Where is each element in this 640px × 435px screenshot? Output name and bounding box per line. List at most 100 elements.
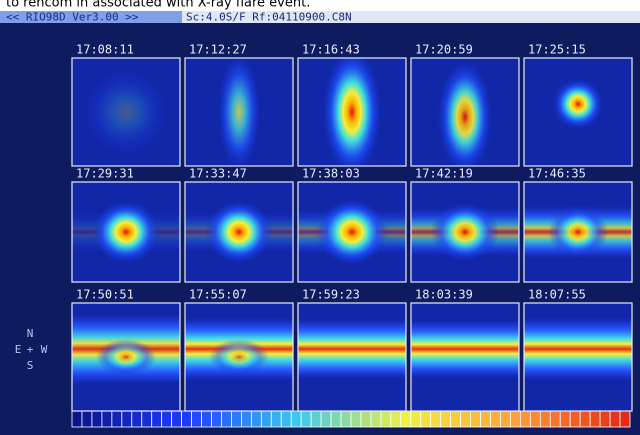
scale-cell bbox=[549, 410, 561, 428]
blob bbox=[96, 339, 156, 375]
scale-cell bbox=[609, 410, 621, 428]
scale-cell bbox=[599, 410, 611, 428]
panel-frame bbox=[297, 302, 407, 412]
compass-center: + bbox=[27, 343, 34, 356]
band bbox=[524, 318, 632, 380]
scale-cell bbox=[211, 410, 222, 428]
scale-cell bbox=[171, 410, 183, 428]
panel-time: 17:20:59 bbox=[415, 43, 473, 57]
panel-time: 17:59:23 bbox=[302, 288, 360, 302]
heatmap-panel bbox=[524, 58, 632, 166]
panel-frame bbox=[523, 57, 633, 167]
scale-cell bbox=[380, 410, 392, 428]
heatmap-panel bbox=[298, 58, 406, 166]
compass-n: N bbox=[27, 327, 34, 340]
header-title: << RIO98D Ver3.00 >> bbox=[6, 11, 139, 24]
panel-frame bbox=[71, 181, 181, 283]
blob bbox=[81, 67, 171, 157]
scale-cell bbox=[619, 410, 631, 428]
scale-cell bbox=[250, 410, 262, 428]
panel-time: 18:07:55 bbox=[528, 288, 586, 302]
scale-cell bbox=[101, 410, 113, 428]
scale-cell bbox=[470, 410, 481, 428]
blob bbox=[548, 206, 608, 258]
scale-cell bbox=[71, 410, 83, 428]
panel-frame bbox=[523, 302, 633, 412]
scale-cell bbox=[539, 410, 551, 428]
scale-cell bbox=[559, 410, 571, 428]
scale-cell bbox=[111, 410, 123, 428]
scale-cell bbox=[201, 410, 212, 428]
blob bbox=[217, 58, 261, 166]
scale-cell bbox=[569, 410, 581, 428]
compass-w: W bbox=[41, 343, 48, 356]
scale-cell bbox=[510, 410, 521, 428]
heatmap-panel bbox=[185, 303, 293, 411]
panel-time: 17:50:51 bbox=[76, 288, 134, 302]
panel-time: 17:46:35 bbox=[528, 167, 586, 181]
scale-cell bbox=[490, 410, 501, 428]
panel-time: 17:16:43 bbox=[302, 43, 360, 57]
panel-frame bbox=[410, 302, 520, 412]
scale-cell bbox=[529, 410, 541, 428]
header-info: Sc:4.0S/F Rf:04110900.C8N bbox=[186, 11, 352, 24]
blob bbox=[552, 78, 604, 130]
scale-cell bbox=[121, 410, 133, 428]
scale-cell bbox=[141, 410, 153, 428]
panel-time: 17:08:11 bbox=[76, 43, 134, 57]
panel-frame bbox=[410, 57, 520, 167]
panel-time: 17:33:47 bbox=[189, 167, 247, 181]
scale-cell bbox=[589, 410, 601, 428]
scale-cell bbox=[181, 410, 192, 428]
header-title-bg bbox=[0, 11, 182, 23]
scale-cell bbox=[440, 410, 452, 428]
panel-time: 17:55:07 bbox=[189, 288, 247, 302]
panel-frame bbox=[184, 57, 294, 167]
scale-cell bbox=[330, 410, 342, 428]
scale-cell bbox=[81, 410, 93, 428]
heatmap-panel bbox=[411, 58, 519, 166]
blob bbox=[205, 200, 273, 264]
panel-time: 17:29:31 bbox=[76, 167, 134, 181]
scale-cell bbox=[310, 410, 322, 428]
blob bbox=[437, 59, 493, 166]
scale-cell bbox=[390, 410, 402, 428]
heatmap-panel bbox=[411, 182, 519, 282]
heatmap-panel bbox=[298, 303, 406, 411]
scale-cell bbox=[91, 410, 103, 428]
scale-cell bbox=[480, 410, 491, 428]
panel-frame bbox=[71, 57, 181, 167]
scale-cell bbox=[350, 410, 362, 428]
scale-cell bbox=[460, 410, 471, 428]
scale-cell bbox=[240, 410, 252, 428]
scale-cell bbox=[290, 410, 302, 428]
scale-cell bbox=[221, 410, 232, 428]
scale-cell bbox=[131, 410, 143, 428]
blob bbox=[209, 339, 269, 375]
blob bbox=[92, 200, 160, 264]
heatmap-panel bbox=[298, 182, 406, 282]
heatmap-panel bbox=[185, 182, 293, 282]
panel-frame bbox=[297, 181, 407, 283]
panel-frame bbox=[71, 302, 181, 412]
scale-cell bbox=[231, 410, 242, 428]
caption: to rencom in associated with X-ray flare… bbox=[6, 0, 310, 11]
panel-frame bbox=[410, 181, 520, 283]
scale-cell bbox=[360, 410, 372, 428]
scale-cell bbox=[519, 410, 531, 428]
panel-time: 17:38:03 bbox=[302, 167, 360, 181]
scale-cell bbox=[300, 410, 312, 428]
scale-cell bbox=[320, 410, 332, 428]
compass-s: S bbox=[27, 359, 34, 372]
scale-cell bbox=[191, 410, 202, 428]
heatmap-panel bbox=[72, 58, 180, 166]
caption-strip bbox=[0, 0, 640, 11]
heatmap-panel bbox=[524, 303, 632, 411]
blob bbox=[316, 198, 388, 266]
panel-frame bbox=[184, 181, 294, 283]
heatmap-panel bbox=[72, 303, 180, 411]
color-scale bbox=[71, 410, 631, 428]
heatmap-panel bbox=[524, 182, 632, 282]
scale-cell bbox=[500, 410, 511, 428]
